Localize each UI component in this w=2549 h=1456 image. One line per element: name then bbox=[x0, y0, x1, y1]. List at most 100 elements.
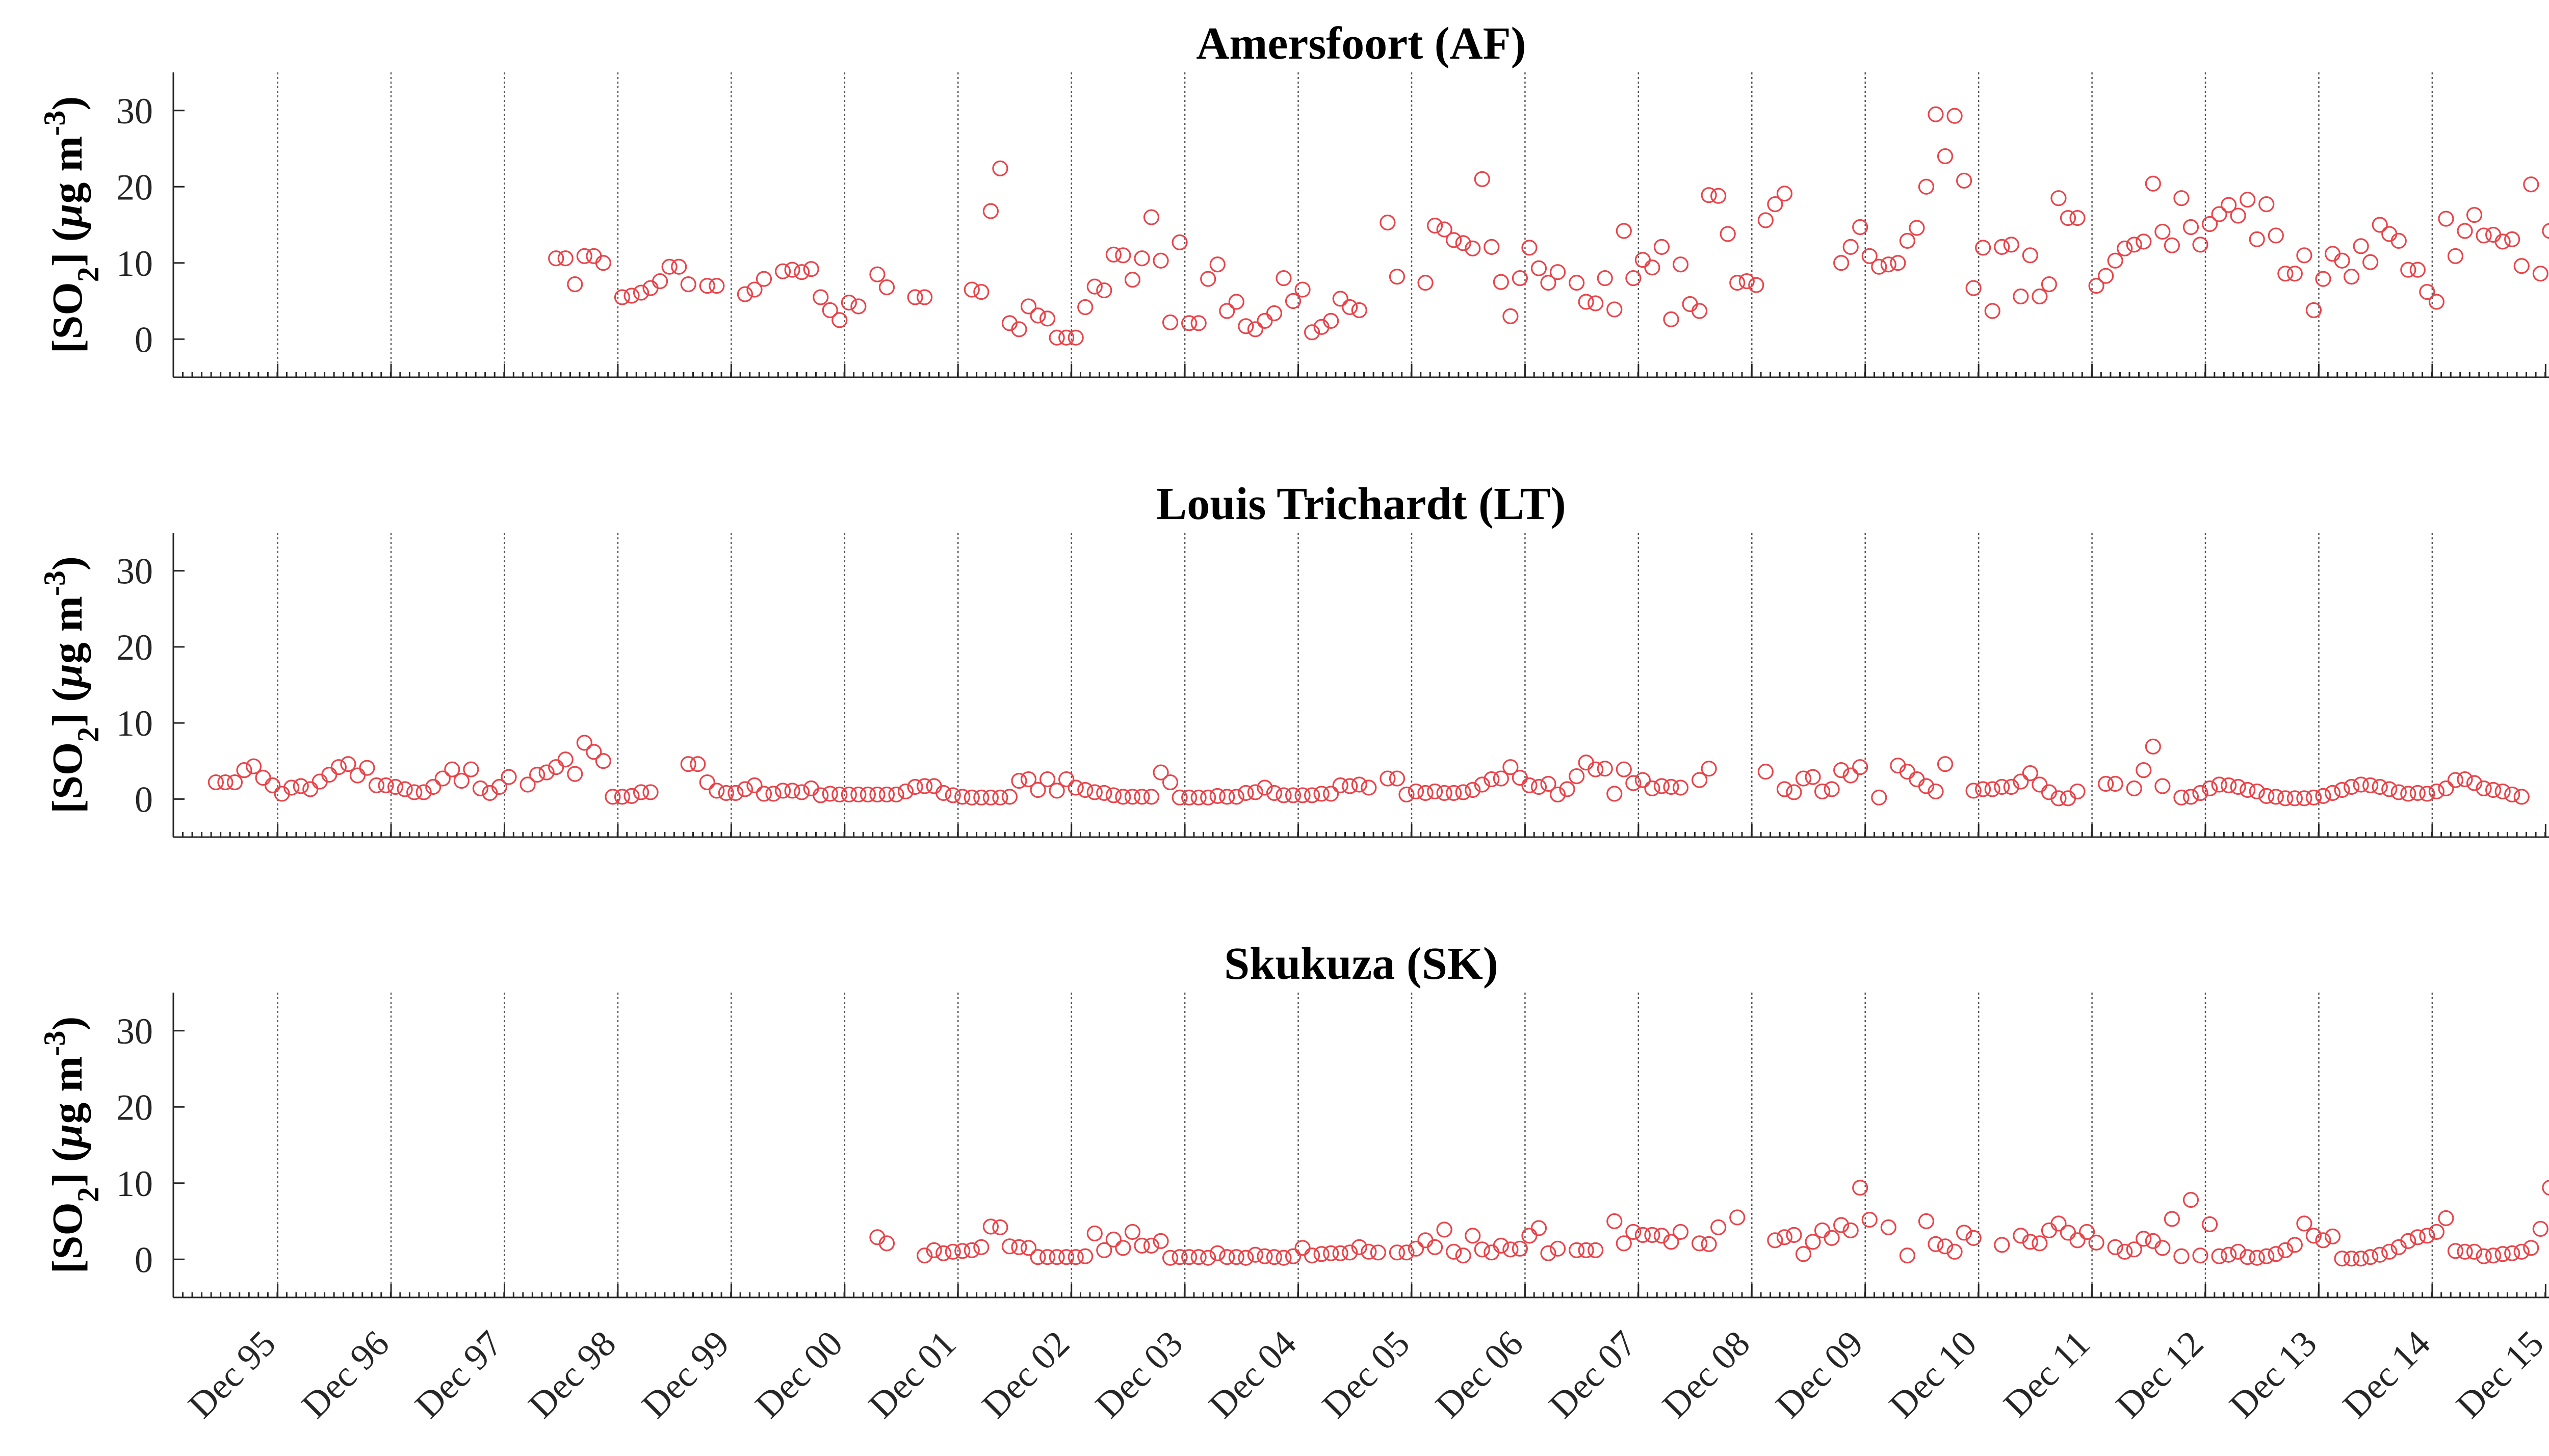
data-point bbox=[1389, 1244, 1406, 1261]
data-point bbox=[1559, 781, 1575, 797]
data-point bbox=[1417, 275, 1434, 291]
data-point bbox=[2107, 775, 2123, 792]
data-point bbox=[2447, 248, 2464, 264]
data-point bbox=[2438, 780, 2454, 797]
data-point bbox=[1115, 247, 1131, 264]
data-point bbox=[746, 777, 763, 794]
data-point bbox=[2126, 780, 2142, 797]
data-point bbox=[2211, 776, 2227, 793]
data-point bbox=[1143, 209, 1160, 225]
data-point bbox=[2286, 790, 2303, 807]
data-point bbox=[2032, 1235, 2048, 1252]
data-point bbox=[1238, 785, 1254, 801]
data-point bbox=[907, 778, 923, 795]
data-point bbox=[2088, 277, 2104, 294]
data-point bbox=[1323, 1245, 1339, 1261]
data-point bbox=[917, 1247, 933, 1264]
data-point bbox=[1578, 1242, 1594, 1258]
x-tick-label: Dec 98 bbox=[521, 1323, 623, 1426]
data-point bbox=[1247, 1246, 1263, 1263]
data-point bbox=[207, 774, 224, 791]
data-point bbox=[1342, 299, 1358, 316]
panel-title: Amersfoort (AF) bbox=[1196, 18, 1526, 69]
data-point bbox=[538, 764, 555, 781]
data-point bbox=[2211, 206, 2227, 222]
data-point bbox=[1738, 273, 1755, 290]
data-point bbox=[2107, 1239, 2123, 1255]
data-point bbox=[860, 786, 876, 803]
data-point bbox=[1805, 1234, 1821, 1250]
data-point bbox=[917, 778, 933, 794]
data-point bbox=[1096, 1242, 1112, 1258]
data-point bbox=[1833, 1217, 1850, 1233]
data-point bbox=[2296, 1215, 2312, 1232]
data-point bbox=[2343, 269, 2360, 285]
data-point bbox=[2372, 1246, 2388, 1263]
data-point bbox=[2013, 773, 2029, 790]
data-point bbox=[2268, 227, 2284, 244]
data-point bbox=[1172, 1249, 1188, 1265]
data-point bbox=[746, 281, 763, 298]
data-point bbox=[1039, 310, 1056, 327]
data-point bbox=[1842, 239, 1859, 255]
data-point bbox=[1219, 303, 1235, 319]
data-point bbox=[1540, 775, 1556, 792]
data-point bbox=[311, 773, 328, 790]
data-point bbox=[2022, 765, 2038, 782]
data-point bbox=[765, 786, 782, 802]
data-point bbox=[661, 258, 678, 275]
data-point bbox=[2249, 783, 2265, 800]
data-point bbox=[378, 777, 394, 794]
data-point bbox=[2494, 233, 2511, 250]
data-point bbox=[567, 766, 583, 782]
data-point bbox=[1105, 1231, 1122, 1247]
data-point bbox=[349, 767, 366, 784]
data-point bbox=[1077, 299, 1094, 316]
y-tick-label: 0 bbox=[135, 319, 153, 360]
data-point bbox=[1634, 1227, 1651, 1243]
data-point bbox=[1484, 771, 1500, 788]
data-point bbox=[1616, 761, 1632, 777]
data-point bbox=[1285, 293, 1302, 309]
y-tick-label: 30 bbox=[116, 551, 153, 592]
data-point bbox=[1455, 235, 1471, 251]
y-tick-label: 20 bbox=[116, 627, 153, 668]
data-point bbox=[226, 774, 243, 791]
data-point bbox=[1569, 1242, 1585, 1258]
x-tick-label: Dec 02 bbox=[974, 1323, 1077, 1426]
data-point bbox=[1380, 770, 1396, 787]
data-point bbox=[2211, 1248, 2227, 1264]
data-point bbox=[2050, 190, 2067, 206]
data-point bbox=[964, 1242, 980, 1258]
data-point bbox=[1672, 779, 1689, 796]
data-point bbox=[2136, 762, 2152, 778]
data-point bbox=[2381, 1243, 2398, 1260]
data-point bbox=[2117, 240, 2133, 256]
data-point bbox=[1228, 294, 1244, 310]
data-point bbox=[2154, 1240, 2171, 1256]
series-points bbox=[869, 1180, 2549, 1267]
data-point bbox=[1871, 258, 1887, 275]
data-point bbox=[1446, 232, 1462, 248]
data-point bbox=[1549, 786, 1566, 803]
data-point bbox=[1606, 1213, 1623, 1230]
data-point bbox=[2447, 772, 2464, 788]
data-point bbox=[2050, 1215, 2067, 1232]
data-point bbox=[784, 262, 800, 278]
data-point bbox=[1124, 272, 1141, 288]
data-point bbox=[737, 781, 753, 797]
data-point bbox=[1465, 782, 1481, 798]
data-point bbox=[2343, 778, 2360, 795]
y-tick-label: 30 bbox=[116, 91, 153, 132]
data-point bbox=[614, 289, 631, 305]
data-point bbox=[1209, 256, 1226, 273]
x-tick-label: Dec 01 bbox=[861, 1323, 964, 1426]
data-point bbox=[1701, 187, 1717, 203]
y-tick-label: 30 bbox=[116, 1011, 153, 1052]
data-point bbox=[1493, 770, 1509, 787]
data-point bbox=[756, 271, 772, 287]
data-point bbox=[557, 250, 574, 267]
data-point bbox=[1455, 784, 1471, 800]
data-point bbox=[954, 789, 971, 805]
data-point bbox=[586, 248, 602, 264]
